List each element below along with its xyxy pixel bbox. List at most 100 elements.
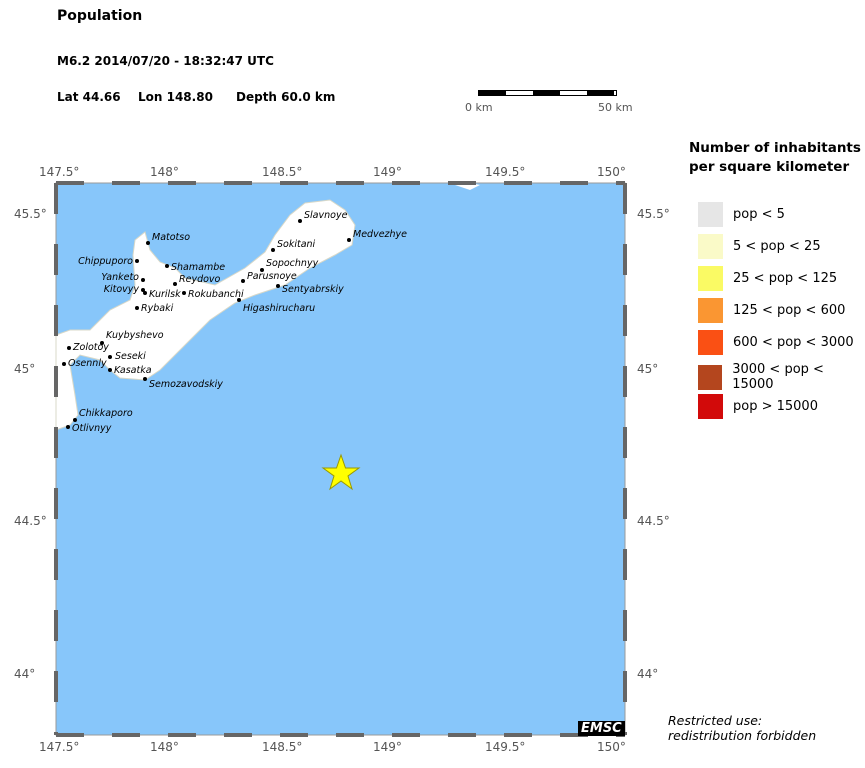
city-marker — [173, 282, 177, 286]
city-marker — [241, 279, 245, 283]
lon-tick-label: 149° — [373, 165, 402, 179]
city-marker — [276, 284, 280, 288]
legend-swatch — [698, 330, 723, 355]
depth-label: Depth 60.0 km — [236, 90, 336, 104]
city-marker — [141, 278, 145, 282]
city-marker — [182, 291, 186, 295]
scale-end: 50 km — [598, 101, 633, 114]
lon-tick-label: 148° — [150, 740, 179, 754]
city-marker — [108, 368, 112, 372]
city-label: Semozavodskiy — [149, 379, 223, 390]
lon-tick-label: 149.5° — [485, 165, 526, 179]
lat-tick-label: 45.5° — [14, 207, 47, 221]
city-marker — [260, 268, 264, 272]
legend-swatch — [698, 234, 723, 259]
city-label: Kitovyy — [104, 284, 140, 295]
legend-item: 5 < pop < 25 — [698, 234, 821, 259]
legend-item: 600 < pop < 3000 — [698, 330, 854, 355]
lat-tick-label: 45° — [14, 362, 36, 376]
city-marker — [135, 306, 139, 310]
city-label: Yanketo — [101, 272, 139, 283]
lat-tick-label: 45° — [637, 362, 659, 376]
lon-tick-label: 148.5° — [262, 740, 303, 754]
restriction-1: Restricted use: — [668, 713, 763, 728]
city-marker — [100, 341, 104, 345]
city-marker — [141, 288, 145, 292]
island-iturup — [55, 199, 356, 431]
city-label: Parusnoye — [247, 271, 297, 282]
lon-label: Lon 148.80 — [138, 90, 213, 104]
city-marker — [271, 248, 275, 252]
restriction-2: redistribution forbidden — [668, 728, 817, 743]
city-marker — [135, 259, 139, 263]
scale-start: 0 km — [465, 101, 493, 114]
lon-tick-label: 149° — [373, 740, 402, 754]
legend-label: 125 < pop < 600 — [733, 303, 846, 318]
city-label: Otlivnyy — [72, 423, 112, 434]
lon-tick-label: 147.5° — [39, 165, 80, 179]
city-marker — [347, 238, 351, 242]
city-label: Rybaki — [141, 303, 174, 314]
city-marker — [143, 291, 147, 295]
legend-label: 5 < pop < 25 — [733, 239, 821, 254]
city-label: Higashirucharu — [243, 303, 315, 314]
legend-swatch — [698, 364, 723, 390]
city-label: Seseki — [115, 351, 146, 362]
star-icon — [321, 453, 361, 491]
lon-tick-label: 150° — [597, 740, 626, 754]
legend-label: pop < 5 — [733, 207, 785, 222]
lat-tick-label: 45.5° — [637, 207, 670, 221]
city-label: Rokubanchi — [188, 289, 244, 300]
lon-tick-label: 150° — [597, 165, 626, 179]
city-marker — [108, 355, 112, 359]
lon-tick-label: 149.5° — [485, 740, 526, 754]
lat-tick-label: 44.5° — [637, 514, 670, 528]
city-label: Chikkaporo — [79, 408, 133, 419]
legend-label: 3000 < pop < 15000 — [732, 362, 824, 392]
lon-tick-label: 148° — [150, 165, 179, 179]
city-marker — [237, 298, 241, 302]
city-label: Matotso — [152, 232, 190, 243]
legend-title-1: Number of inhabitants — [689, 140, 861, 156]
city-label: Medvezhye — [353, 229, 407, 240]
city-label: Chippuporo — [78, 256, 133, 267]
city-label: Sentyabrskiy — [282, 284, 344, 295]
city-marker — [67, 346, 71, 350]
legend-title-2: per square kilometer — [689, 159, 850, 175]
lat-tick-label: 44° — [14, 667, 36, 681]
lat-label: Lat 44.66 — [57, 90, 121, 104]
city-label: Kuybyshevo — [106, 330, 164, 341]
city-label: Kasatka — [114, 365, 152, 376]
emsc-logo: EMSC — [578, 721, 625, 736]
city-marker — [143, 377, 147, 381]
city-label: Zolotoy — [72, 342, 109, 353]
scale-bar — [478, 90, 617, 96]
legend-swatch — [698, 394, 723, 419]
city-label: Reydovo — [179, 274, 221, 285]
legend-label: 600 < pop < 3000 — [733, 335, 854, 350]
city-marker — [146, 241, 150, 245]
lon-tick-label: 147.5° — [39, 740, 80, 754]
city-marker — [298, 219, 302, 223]
city-label: Sopochnyy — [266, 258, 319, 269]
legend-label: pop > 15000 — [733, 399, 818, 414]
city-label: Sokitani — [277, 239, 316, 250]
legend-label: 25 < pop < 125 — [733, 271, 838, 286]
legend-title: Number of inhabitants per square kilomete… — [689, 139, 861, 177]
legend-swatch — [698, 202, 723, 227]
restriction-note: Restricted use: redistribution forbidden — [668, 713, 816, 743]
lat-tick-label: 44.5° — [14, 514, 47, 528]
city-label: Shamambe — [171, 262, 225, 273]
legend-item: 25 < pop < 125 — [698, 266, 837, 291]
city-marker — [73, 418, 77, 422]
legend-item: pop < 5 — [698, 202, 785, 227]
lat-tick-label: 44° — [637, 667, 659, 681]
city-label: Kurilsk — [149, 289, 181, 300]
lon-tick-label: 148.5° — [262, 165, 303, 179]
map-title: Population — [57, 8, 143, 24]
city-marker — [66, 425, 70, 429]
city-label: Osennly — [68, 358, 107, 369]
legend-item: 125 < pop < 600 — [698, 298, 845, 323]
legend-item: pop > 15000 — [698, 394, 818, 419]
